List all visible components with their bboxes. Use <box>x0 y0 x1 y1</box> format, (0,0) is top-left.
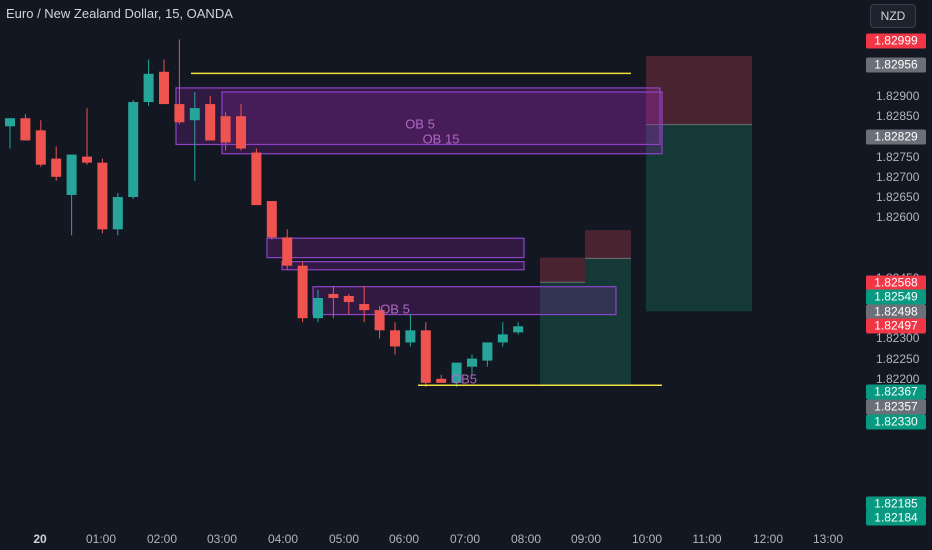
ob-label-lower: OB5 <box>450 371 478 387</box>
currency-button[interactable]: NZD <box>870 4 916 28</box>
target-zone <box>540 282 585 386</box>
price-badge: 1.82498 <box>866 304 926 320</box>
candle-body <box>266 201 277 238</box>
candle-body <box>174 104 185 123</box>
candle-body <box>205 104 216 141</box>
price-badge: 1.82549 <box>866 289 926 305</box>
target-zone <box>646 124 752 312</box>
ob-label-mid: OB 5 <box>380 301 410 317</box>
time-tick-label: 02:00 <box>146 532 178 546</box>
time-tick-label: 01:00 <box>85 532 117 546</box>
time-tick-label: 08:00 <box>510 532 542 546</box>
time-tick-label: 13:00 <box>812 532 844 546</box>
price-badge: 1.82330 <box>866 414 926 430</box>
price-badge: 1.82185 <box>866 496 926 512</box>
price-tick-label: 1.82650 <box>876 190 920 204</box>
candle-body <box>66 154 77 195</box>
candle-body <box>467 358 477 367</box>
candle-body <box>236 116 246 149</box>
price-tick-label: 1.82300 <box>876 331 920 346</box>
price-badge: 1.82357 <box>866 399 926 415</box>
order-block-zone <box>281 261 525 271</box>
price-badge: 1.82497 <box>866 318 926 334</box>
price-tick-label: 1.82250 <box>876 351 920 366</box>
time-tick-label: 05:00 <box>328 532 360 546</box>
time-tick-label: 04:00 <box>267 532 299 546</box>
price-tick-label: 1.82200 <box>876 371 920 386</box>
candle-body <box>189 108 200 121</box>
candle-body <box>297 265 308 319</box>
time-tick-label: 10:00 <box>631 532 663 546</box>
candle-body <box>35 130 46 165</box>
candle-body <box>359 304 370 311</box>
candle-body <box>513 326 524 333</box>
time-tick-label: 06:00 <box>388 532 420 546</box>
price-badge: 1.82956 <box>866 57 926 73</box>
candle-body <box>313 298 323 319</box>
ob-label-upper-1: OB 5 <box>405 116 435 132</box>
candle-body <box>112 197 123 230</box>
candle-body <box>220 116 231 143</box>
candle-body <box>420 330 431 383</box>
candle-body <box>82 156 92 163</box>
candle-body <box>97 162 108 230</box>
time-tick-label: 20 <box>33 532 47 546</box>
time-tick-label: 03:00 <box>206 532 238 546</box>
price-tick-label: 1.82850 <box>876 109 920 124</box>
ob-label-upper-2: OB 15 <box>422 131 460 147</box>
price-badge: 1.82367 <box>866 384 926 400</box>
price-badge: 1.82568 <box>866 275 926 291</box>
candle-body <box>159 71 169 105</box>
candle-body <box>497 334 508 343</box>
candle-body <box>5 118 15 127</box>
candle-body <box>451 362 462 383</box>
candle-body <box>282 237 293 266</box>
time-tick-label: 09:00 <box>570 532 602 546</box>
price-tick-label: 1.82600 <box>876 210 920 225</box>
candle-body <box>436 378 447 383</box>
stop-zone <box>646 56 752 125</box>
stop-zone <box>540 257 585 283</box>
stop-zone <box>585 230 631 259</box>
candle-body <box>328 293 339 298</box>
order-block-zone <box>221 91 663 155</box>
candle-body <box>128 102 139 197</box>
price-tick-label: 1.82900 <box>876 89 920 103</box>
order-block-zone <box>175 87 661 146</box>
candle-body <box>390 330 400 347</box>
candle-body <box>482 342 493 361</box>
candle-body <box>251 152 262 206</box>
symbol-title: Euro / New Zealand Dollar, 15, OANDA <box>6 6 233 21</box>
candle-body <box>405 330 416 343</box>
price-badge: 1.82999 <box>866 33 926 49</box>
candle-body <box>20 118 31 141</box>
candle-body <box>374 310 385 331</box>
price-tick-label: 1.82750 <box>876 149 920 164</box>
candle-body <box>343 295 354 303</box>
time-tick-label: 11:00 <box>692 532 722 546</box>
candle-body <box>143 73 154 103</box>
candle-body <box>51 158 62 177</box>
price-badge: 1.82184 <box>866 510 926 526</box>
order-block-zone <box>312 286 617 316</box>
price-tick-label: 1.82700 <box>876 169 920 184</box>
time-tick-label: 07:00 <box>449 532 481 546</box>
target-zone <box>585 258 631 386</box>
order-block-zone <box>266 237 525 259</box>
price-badge: 1.82829 <box>866 129 926 145</box>
time-tick-label: 12:00 <box>752 532 784 546</box>
